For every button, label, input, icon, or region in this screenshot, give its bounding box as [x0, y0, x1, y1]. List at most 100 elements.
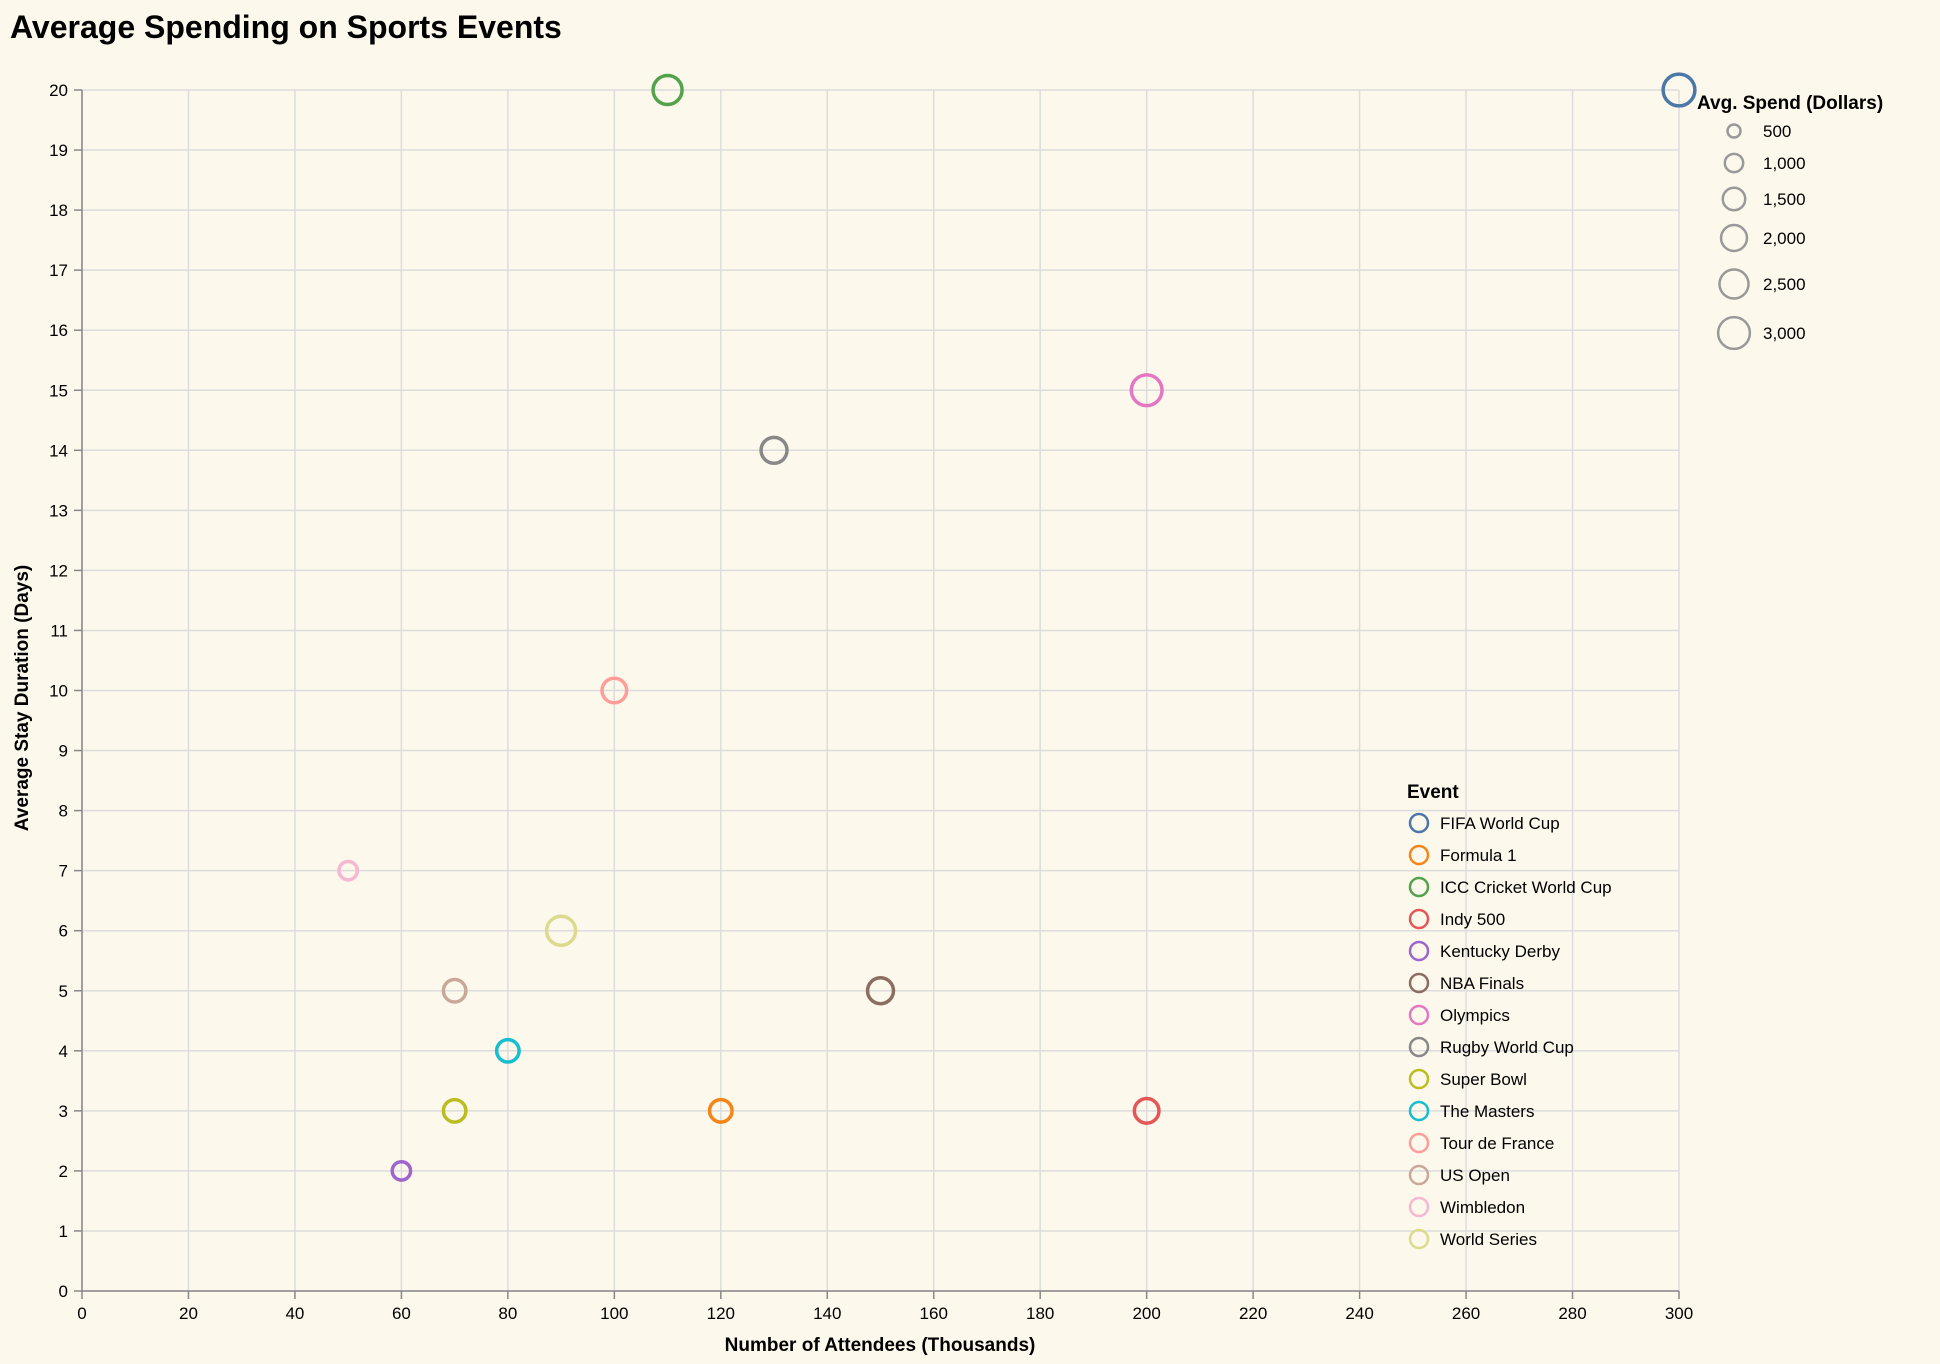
color-legend-label: Super Bowl	[1440, 1070, 1527, 1089]
size-legend-label: 1,500	[1763, 190, 1806, 209]
data-point	[1132, 1096, 1161, 1125]
data-point	[544, 914, 578, 947]
color-legend-label: Formula 1	[1440, 846, 1517, 865]
y-tick-label: 5	[59, 982, 68, 1001]
color-legend-symbol	[1408, 1228, 1430, 1250]
x-tick-label: 60	[392, 1304, 411, 1323]
color-legend-symbol	[1408, 972, 1430, 994]
size-legend-symbol	[1726, 123, 1742, 139]
color-legend-symbol	[1408, 940, 1430, 962]
y-tick-label: 0	[59, 1282, 68, 1301]
color-legend-label: Wimbledon	[1440, 1198, 1525, 1217]
color-legend-label: ICC Cricket World Cup	[1440, 878, 1612, 897]
color-legend-label: Kentucky Derby	[1440, 942, 1560, 961]
color-legend-symbol	[1408, 1100, 1430, 1122]
y-tick-label: 3	[59, 1102, 68, 1121]
x-tick-label: 220	[1239, 1304, 1267, 1323]
y-tick-label: 2	[59, 1162, 68, 1181]
color-legend-symbol	[1408, 908, 1430, 930]
x-tick-label: 20	[179, 1304, 198, 1323]
y-tick-label: 11	[50, 621, 68, 640]
data-point	[441, 977, 468, 1004]
size-legend-label: 1,000	[1763, 154, 1806, 173]
x-tick-label: 280	[1558, 1304, 1586, 1323]
size-legend: Avg. Spend (Dollars) 500 1,000 1,500 2,000 2…	[1697, 93, 1883, 351]
x-tick-label: 0	[77, 1304, 86, 1323]
x-tick-label: 140	[813, 1304, 841, 1323]
size-legend-title: Avg. Spend (Dollars)	[1697, 93, 1883, 114]
color-legend-label: FIFA World Cup	[1440, 814, 1560, 833]
color-legend-symbol	[1408, 1004, 1430, 1026]
color-legend-label: Rugby World Cup	[1440, 1038, 1574, 1057]
y-tick-label: 1	[59, 1222, 68, 1241]
size-legend-symbol	[1718, 268, 1750, 300]
y-tick-label: 9	[59, 742, 68, 761]
y-tick-label: 18	[49, 201, 68, 220]
data-point	[390, 1159, 413, 1182]
data-point	[1661, 72, 1697, 108]
color-legend-symbol	[1408, 812, 1430, 834]
size-legend-label: 2,000	[1763, 229, 1806, 248]
y-axis-title: Average Stay Duration (Days)	[12, 565, 33, 831]
data-point	[494, 1037, 521, 1064]
y-tick-label: 14	[49, 441, 68, 460]
color-legend-title: Event	[1407, 782, 1459, 803]
chart-title: Average Spending on Sports Events	[10, 9, 562, 45]
size-legend-label: 500	[1763, 122, 1791, 141]
color-legend-symbol	[1408, 876, 1430, 898]
y-tick-label: 7	[59, 862, 68, 881]
y-tick-label: 17	[49, 261, 68, 280]
size-legend-label: 2,500	[1763, 275, 1806, 294]
grid	[81, 89, 1680, 1292]
data-point	[1129, 373, 1164, 408]
x-tick-label: 180	[1026, 1304, 1054, 1323]
y-tick-label: 19	[49, 141, 68, 160]
x-tick-label: 200	[1132, 1304, 1160, 1323]
x-tick-label: 160	[920, 1304, 948, 1323]
y-tick-label: 4	[59, 1042, 68, 1061]
color-legend-label: Olympics	[1440, 1006, 1510, 1025]
data-point	[441, 1097, 468, 1124]
y-tick-label: 13	[49, 501, 68, 520]
x-tick-label: 100	[600, 1304, 628, 1323]
data-point	[759, 435, 789, 466]
y-tick-label: 10	[49, 682, 68, 701]
color-legend-label: NBA Finals	[1440, 974, 1524, 993]
color-legend-label: Tour de France	[1440, 1134, 1554, 1153]
size-legend-symbol	[1719, 223, 1749, 253]
x-axis-title: Number of Attendees (Thousands)	[725, 1335, 1036, 1356]
x-tick-label: 260	[1452, 1304, 1480, 1323]
data-point	[337, 859, 360, 882]
color-legend-label: The Masters	[1440, 1102, 1534, 1121]
x-tick-label: 120	[707, 1304, 735, 1323]
data-points	[337, 72, 1697, 1182]
color-legend-symbol	[1408, 1164, 1430, 1186]
y-tick-label: 15	[49, 381, 68, 400]
y-tick-label: 8	[59, 802, 68, 821]
color-legend-symbol	[1408, 1196, 1430, 1218]
data-point	[865, 976, 896, 1006]
y-tick-label: 16	[49, 321, 68, 340]
data-point	[707, 1097, 734, 1124]
y-tick-label: 6	[59, 922, 68, 941]
x-tick-label: 300	[1665, 1304, 1693, 1323]
color-legend-label: World Series	[1440, 1230, 1537, 1249]
y-tick-label: 12	[49, 561, 68, 580]
color-legend-symbol	[1408, 1068, 1430, 1090]
size-legend-symbol	[1723, 152, 1745, 174]
data-point	[651, 73, 684, 107]
y-tick-label: 20	[49, 81, 68, 100]
x-tick-label: 240	[1345, 1304, 1373, 1323]
size-legend-label: 3,000	[1763, 324, 1806, 343]
color-legend-label: Indy 500	[1440, 910, 1505, 929]
x-tick-label: 80	[498, 1304, 517, 1323]
color-legend-symbol	[1408, 844, 1430, 866]
data-point	[600, 676, 629, 705]
color-legend-symbol	[1408, 1132, 1430, 1154]
axes: 0 20 40 60 80 100 120 140 160 180 200 220 240 260 280 3…	[49, 81, 1693, 1323]
x-tick-label: 40	[285, 1304, 304, 1323]
color-legend: Event FIFA World Cup Formula 1 ICC Cricket…	[1407, 782, 1612, 1250]
color-legend-symbol	[1408, 1036, 1430, 1058]
color-legend-label: US Open	[1440, 1166, 1510, 1185]
